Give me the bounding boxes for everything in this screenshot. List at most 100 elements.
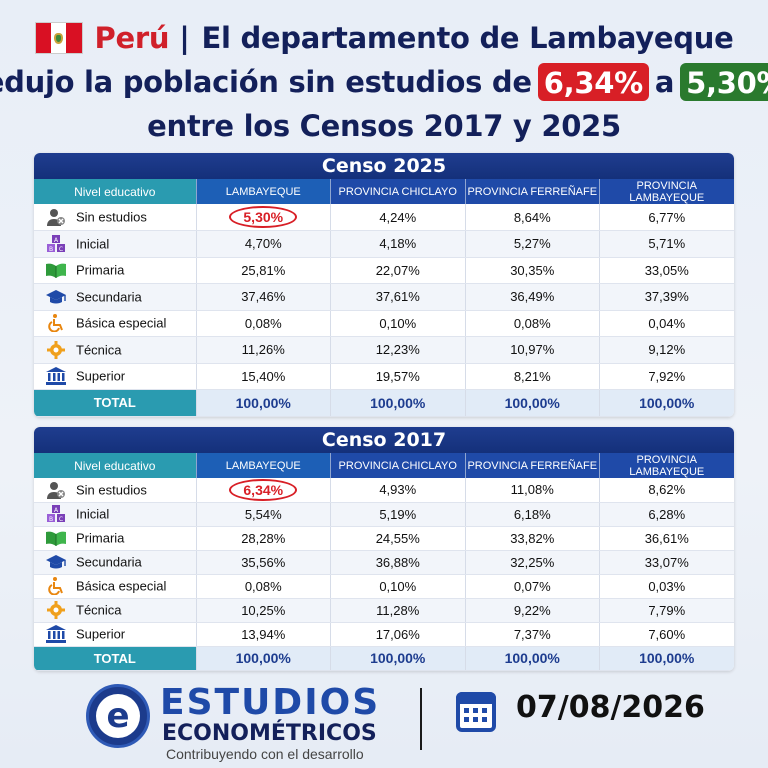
value-cell-chiclayo: 17,06% bbox=[330, 622, 466, 647]
value-cell-ferrenafe: 8,64% bbox=[465, 204, 600, 231]
value-prov-lambayeque: 7,60% bbox=[648, 626, 686, 642]
column-header-lambayeque: LAMBAYEQUE bbox=[196, 453, 331, 478]
level-label: Superior bbox=[76, 368, 126, 384]
value-cell-lambayeque: 5,30% bbox=[196, 204, 331, 231]
level-cell: Secundaria bbox=[34, 550, 197, 575]
value-lambayeque: 4,70% bbox=[244, 236, 282, 252]
level-label: Básica especial bbox=[76, 315, 167, 331]
level-cell: A B C Inicial bbox=[34, 502, 197, 527]
column-header-ferrenafe: PROVINCIA FERREÑAFE bbox=[465, 453, 600, 478]
value-ferrenafe: 11,08% bbox=[510, 482, 554, 498]
value-cell-lambayeque: 6,34% bbox=[196, 478, 331, 503]
value-cell-lambayeque: 0,08% bbox=[196, 310, 331, 337]
value-cell-ferrenafe: 10,97% bbox=[465, 336, 600, 364]
value-cell-ferrenafe: 6,18% bbox=[465, 502, 600, 527]
value-cell-lambayeque: 4,70% bbox=[196, 230, 331, 258]
table-header-row: Nivel educativo LAMBAYEQUE PROVINCIA CHI… bbox=[34, 453, 734, 478]
total-label: TOTAL bbox=[34, 646, 197, 671]
headline-from-value: 6,34% bbox=[537, 63, 649, 101]
level-label: Secundaria bbox=[76, 554, 142, 570]
level-label: Secundaria bbox=[76, 289, 142, 305]
headline-separator: | bbox=[179, 21, 190, 55]
open-book-icon bbox=[44, 529, 68, 547]
value-ferrenafe: 0,08% bbox=[513, 315, 551, 331]
table-row: Primaria 28,28% 24,55% 33,82% 36,61% bbox=[34, 526, 734, 551]
value-lambayeque: 13,94% bbox=[241, 626, 286, 642]
person-icon bbox=[44, 481, 68, 499]
value-cell-lambayeque: 11,26% bbox=[196, 336, 331, 364]
gear-icon bbox=[44, 601, 68, 619]
table-row: Básica especial 0,08% 0,10% 0,08% 0,04% bbox=[34, 310, 734, 337]
value-cell-lambayeque: 37,46% bbox=[196, 283, 331, 311]
value-chiclayo: 4,18% bbox=[379, 236, 417, 252]
level-cell: Primaria bbox=[34, 526, 197, 551]
value-cell-chiclayo: 22,07% bbox=[330, 257, 466, 284]
value-cell-prov-lambayeque: 0,04% bbox=[599, 310, 734, 337]
value-chiclayo: 36,88% bbox=[375, 554, 420, 570]
value-chiclayo: 37,61% bbox=[375, 289, 420, 305]
value-ferrenafe: 7,37% bbox=[513, 626, 551, 642]
headline-to-value: 5,30% bbox=[680, 63, 768, 101]
value-cell-chiclayo: 4,93% bbox=[330, 478, 466, 503]
column-header-prov-lambayeque: PROVINCIA LAMBAYEQUE bbox=[599, 453, 734, 478]
value-chiclayo: 19,57% bbox=[375, 368, 420, 384]
value-ferrenafe: 33,82% bbox=[510, 530, 555, 546]
value-prov-lambayeque: 37,39% bbox=[644, 289, 689, 305]
value-ferrenafe: 32,25% bbox=[510, 554, 555, 570]
value-lambayeque: 35,56% bbox=[241, 554, 286, 570]
column-header-ferrenafe: PROVINCIA FERREÑAFE bbox=[465, 179, 600, 204]
value-cell-lambayeque: 25,81% bbox=[196, 257, 331, 284]
value-ferrenafe: 30,35% bbox=[510, 262, 555, 278]
brand-tagline: Contribuyendo con el desarrollo bbox=[166, 746, 364, 762]
value-cell-chiclayo: 4,24% bbox=[330, 204, 466, 231]
value-lambayeque: 0,08% bbox=[244, 315, 282, 331]
level-cell: Secundaria bbox=[34, 283, 197, 311]
brand-name-line2: ECONOMÉTRICOS bbox=[162, 721, 377, 746]
value-prov-lambayeque: 9,12% bbox=[648, 342, 686, 358]
table-row: Secundaria 37,46% 37,61% 36,49% 37,39% bbox=[34, 283, 734, 311]
wheelchair-icon bbox=[44, 577, 68, 596]
level-cell: Técnica bbox=[34, 598, 197, 623]
value-cell-lambayeque: 5,54% bbox=[196, 502, 331, 527]
headline-line2-text: redujo la población sin estudios de bbox=[0, 65, 532, 99]
value-ferrenafe: 5,27% bbox=[513, 236, 551, 252]
peru-flag-icon bbox=[34, 22, 83, 54]
value-cell-ferrenafe: 32,25% bbox=[465, 550, 600, 575]
value-cell-lambayeque: 28,28% bbox=[196, 526, 331, 551]
headline-line-2: redujo la población sin estudios de 6,34… bbox=[0, 60, 768, 104]
level-label: Técnica bbox=[76, 342, 122, 358]
headline-line-1: Perú | El departamento de Lambayeque bbox=[0, 16, 768, 60]
value-chiclayo: 11,28% bbox=[376, 602, 420, 618]
value-ferrenafe: 8,21% bbox=[513, 368, 551, 384]
level-label: Primaria bbox=[76, 530, 125, 546]
total-value-prov-lambayeque: 100,00% bbox=[599, 389, 734, 417]
table-row: Técnica 11,26% 12,23% 10,97% 9,12% bbox=[34, 336, 734, 364]
graduation-cap-icon bbox=[44, 553, 68, 571]
level-cell: Sin estudios bbox=[34, 204, 197, 231]
svg-text:B: B bbox=[49, 516, 53, 523]
value-cell-lambayeque: 10,25% bbox=[196, 598, 331, 623]
value-cell-chiclayo: 11,28% bbox=[330, 598, 466, 623]
headline-connector: a bbox=[654, 65, 675, 99]
value-chiclayo: 22,07% bbox=[375, 262, 420, 278]
value-cell-prov-lambayeque: 8,62% bbox=[599, 478, 734, 503]
value-chiclayo: 0,10% bbox=[379, 578, 417, 594]
estudios-econometricos-logo: e bbox=[86, 684, 150, 748]
value-cell-prov-lambayeque: 33,07% bbox=[599, 550, 734, 575]
level-label: Básica especial bbox=[76, 578, 167, 594]
value-prov-lambayeque: 0,04% bbox=[648, 315, 686, 331]
census-2017-title: Censo 2017 bbox=[34, 427, 734, 453]
total-value-ferrenafe: 100,00% bbox=[465, 646, 600, 671]
gear-icon bbox=[44, 340, 68, 359]
svg-text:C: C bbox=[59, 246, 63, 253]
table-row: Primaria 25,81% 22,07% 30,35% 33,05% bbox=[34, 257, 734, 284]
value-cell-prov-lambayeque: 6,28% bbox=[599, 502, 734, 527]
level-cell: Superior bbox=[34, 363, 197, 390]
value-cell-prov-lambayeque: 37,39% bbox=[599, 283, 734, 311]
highlighted-value-2025: 5,30% bbox=[229, 206, 298, 228]
value-cell-chiclayo: 19,57% bbox=[330, 363, 466, 390]
value-prov-lambayeque: 33,07% bbox=[644, 554, 689, 570]
value-cell-chiclayo: 36,88% bbox=[330, 550, 466, 575]
value-cell-prov-lambayeque: 0,03% bbox=[599, 574, 734, 599]
level-cell: A B C Inicial bbox=[34, 230, 197, 258]
